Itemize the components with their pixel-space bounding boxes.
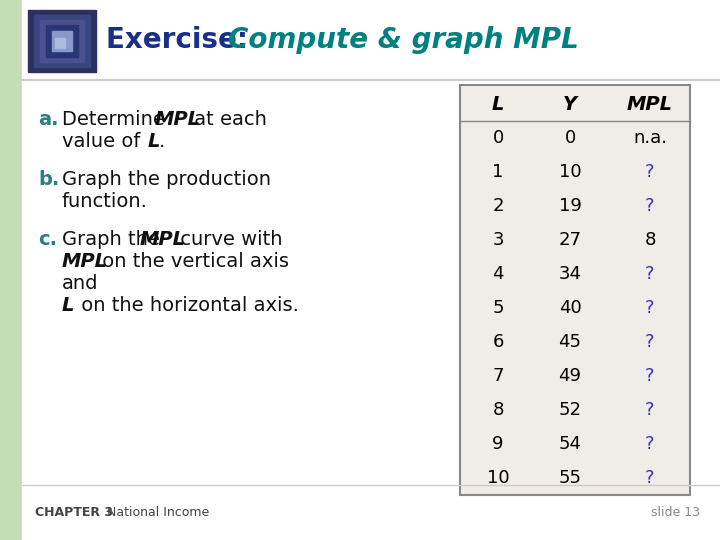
Text: L: L [62,296,74,315]
Bar [55,38,65,48]
Text: 27: 27 [559,231,582,249]
Text: 40: 40 [559,299,581,317]
Text: 54: 54 [559,435,582,453]
Text: curve with: curve with [174,230,282,249]
Text: 52: 52 [559,401,582,419]
Bar [28,10,96,72]
Text: ?: ? [645,333,654,351]
Text: on the vertical axis: on the vertical axis [96,252,289,271]
Text: 4: 4 [492,265,504,283]
Text: 1: 1 [492,163,504,181]
Text: .: . [159,132,166,151]
Bar [22,0,720,80]
Text: MPL: MPL [140,230,186,249]
Text: 2: 2 [492,197,504,215]
Text: c.: c. [38,230,57,249]
Bar [40,20,84,62]
Text: Determine: Determine [62,110,171,129]
Text: 3: 3 [492,231,504,249]
Text: 45: 45 [559,333,582,351]
Bar [22,485,720,540]
Bar [22,80,720,485]
Text: L: L [148,132,161,151]
Text: value of: value of [62,132,147,151]
Text: at each: at each [188,110,267,129]
Text: 8: 8 [644,231,656,249]
Text: ?: ? [645,401,654,419]
Text: Exercise:: Exercise: [106,26,267,54]
Text: 8: 8 [492,401,504,419]
Text: MPL: MPL [155,110,201,129]
Bar [460,85,690,495]
Text: L: L [492,96,504,114]
Text: ?: ? [645,367,654,385]
Bar [52,31,72,51]
Text: Y: Y [563,96,577,114]
Text: b.: b. [38,170,59,189]
Text: Graph the: Graph the [62,230,166,249]
Text: 9: 9 [492,435,504,453]
Text: 55: 55 [559,469,582,487]
Bar [34,15,90,67]
Text: 10: 10 [487,469,509,487]
Bar [0,0,22,540]
Text: MPL: MPL [627,96,673,114]
Text: ?: ? [645,163,654,181]
Bar [46,25,78,57]
Text: National Income: National Income [95,507,210,519]
Text: ?: ? [645,265,654,283]
Text: ?: ? [645,435,654,453]
Text: 5: 5 [492,299,504,317]
Text: MPL: MPL [62,252,108,271]
Text: 6: 6 [492,333,504,351]
Text: ?: ? [645,299,654,317]
Text: on the horizontal axis.: on the horizontal axis. [75,296,299,315]
Text: 7: 7 [492,367,504,385]
Text: function.: function. [62,192,148,211]
Text: a.: a. [38,110,58,129]
Text: ?: ? [645,469,654,487]
Text: 19: 19 [559,197,582,215]
Text: 49: 49 [559,367,582,385]
Text: slide 13: slide 13 [651,507,700,519]
Text: Compute & graph MPL: Compute & graph MPL [228,26,579,54]
Text: Graph the production: Graph the production [62,170,271,189]
Text: ?: ? [645,197,654,215]
Text: 10: 10 [559,163,581,181]
Text: 0: 0 [492,129,503,147]
Text: CHAPTER 3: CHAPTER 3 [35,507,113,519]
Text: 0: 0 [564,129,575,147]
Text: n.a.: n.a. [633,129,667,147]
Text: and: and [62,274,99,293]
Text: 34: 34 [559,265,582,283]
